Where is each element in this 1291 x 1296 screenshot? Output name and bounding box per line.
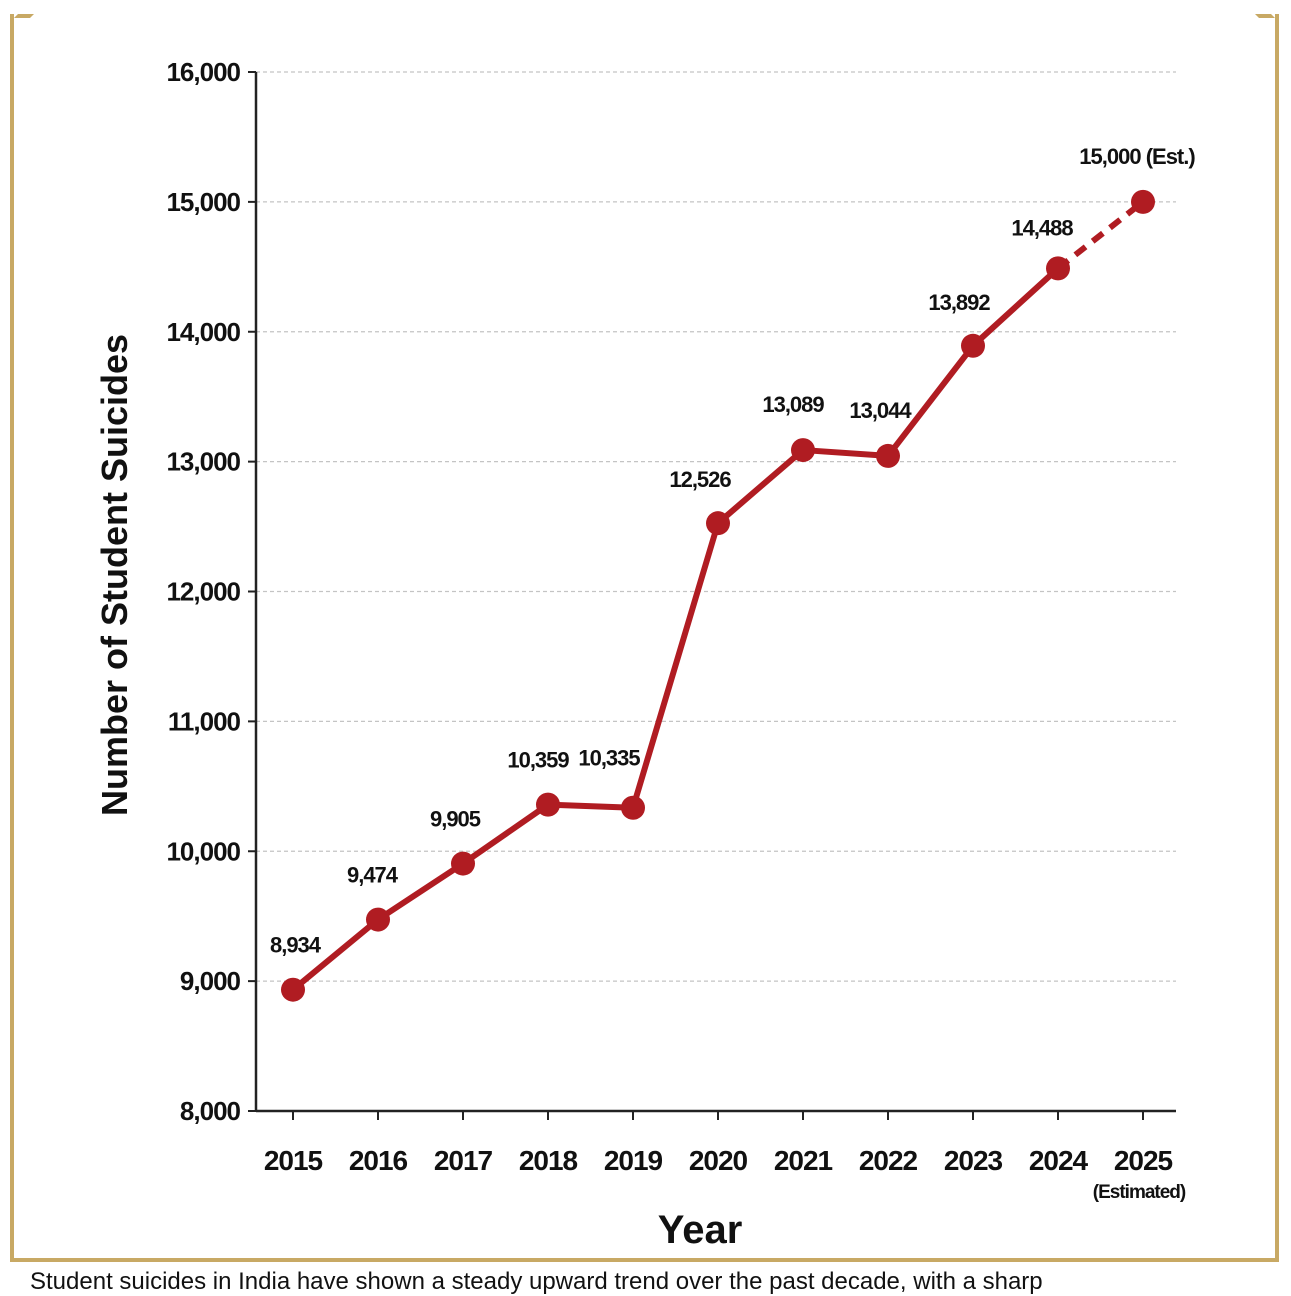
- grid-lines: [256, 71, 1176, 982]
- data-point: [706, 511, 730, 536]
- y-tick-labels: 8,000 9,000 10,000 11,000 12,000 13,000 14,000…: [166, 57, 241, 1126]
- data-point: [791, 438, 815, 463]
- series-line-actual: [290, 265, 1061, 993]
- x-tick-label: 2025: [1114, 1145, 1173, 1176]
- x-tick-label: 2015: [264, 1145, 323, 1176]
- data-label: 13,044: [849, 398, 912, 423]
- x-tick-label: 2022: [859, 1145, 918, 1176]
- data-point: [536, 792, 560, 817]
- y-tick-label: 9,000: [180, 966, 241, 996]
- data-label: 14,488: [1011, 215, 1073, 240]
- x-axis-title: Year: [658, 1208, 743, 1252]
- data-point: [876, 443, 900, 468]
- y-tick-label: 16,000: [166, 57, 240, 87]
- x-tick-label: 2017: [434, 1145, 493, 1176]
- data-point: [281, 977, 305, 1002]
- chart-caption: Student suicides in India have shown a s…: [30, 1268, 1043, 1295]
- data-point: [366, 907, 390, 932]
- data-label: 13,892: [928, 290, 990, 315]
- x-tick-label: 2023: [944, 1145, 1003, 1176]
- y-tick-label: 13,000: [166, 447, 240, 477]
- data-label: 10,335: [578, 746, 640, 771]
- x-tick-label: 2024: [1029, 1145, 1089, 1176]
- y-tick-label: 8,000: [180, 1096, 241, 1126]
- data-label: 8,934: [270, 933, 322, 958]
- data-point: [1131, 189, 1155, 214]
- x-tick-label: 2018: [519, 1145, 578, 1176]
- data-label: 12,526: [669, 467, 731, 492]
- data-label: 9,474: [347, 863, 399, 888]
- y-tick-label: 14,000: [166, 317, 240, 347]
- y-tick-label: 15,000: [166, 187, 240, 217]
- y-tick-label: 12,000: [166, 577, 240, 607]
- x-tick-label: 2019: [604, 1145, 663, 1176]
- data-label: 13,089: [762, 392, 824, 417]
- x-tick-label: 2020: [689, 1145, 748, 1176]
- x-tick-label: 2016: [349, 1145, 408, 1176]
- data-labels: 8,934 9,474 9,905 10,359 10,335 12,526 13,089 1…: [270, 144, 1196, 958]
- x-tick-label: 2021: [774, 1145, 833, 1176]
- x-tick-labels: 2015 2016 2017 2018 2019 2020 2021 2022 2023 2024…: [264, 1145, 1187, 1203]
- data-label: 9,905: [430, 807, 481, 832]
- data-points: [281, 189, 1155, 1002]
- data-label: 15,000 (Est.): [1079, 144, 1195, 169]
- data-point: [1046, 256, 1070, 281]
- series-line-estimated: [1056, 199, 1145, 271]
- data-point: [621, 795, 645, 820]
- chart-frame: [2, 14, 1287, 1262]
- data-point: [451, 851, 475, 876]
- series-line: [290, 199, 1145, 993]
- axes: [248, 71, 1176, 1120]
- y-axis-title: Number of Student Suicides: [94, 334, 135, 816]
- data-label: 10,359: [507, 748, 569, 773]
- data-point: [961, 333, 985, 358]
- y-tick-label: 10,000: [166, 836, 240, 866]
- y-tick-label: 11,000: [168, 706, 241, 736]
- x-tick-sublabel: (Estimated): [1093, 1182, 1186, 1203]
